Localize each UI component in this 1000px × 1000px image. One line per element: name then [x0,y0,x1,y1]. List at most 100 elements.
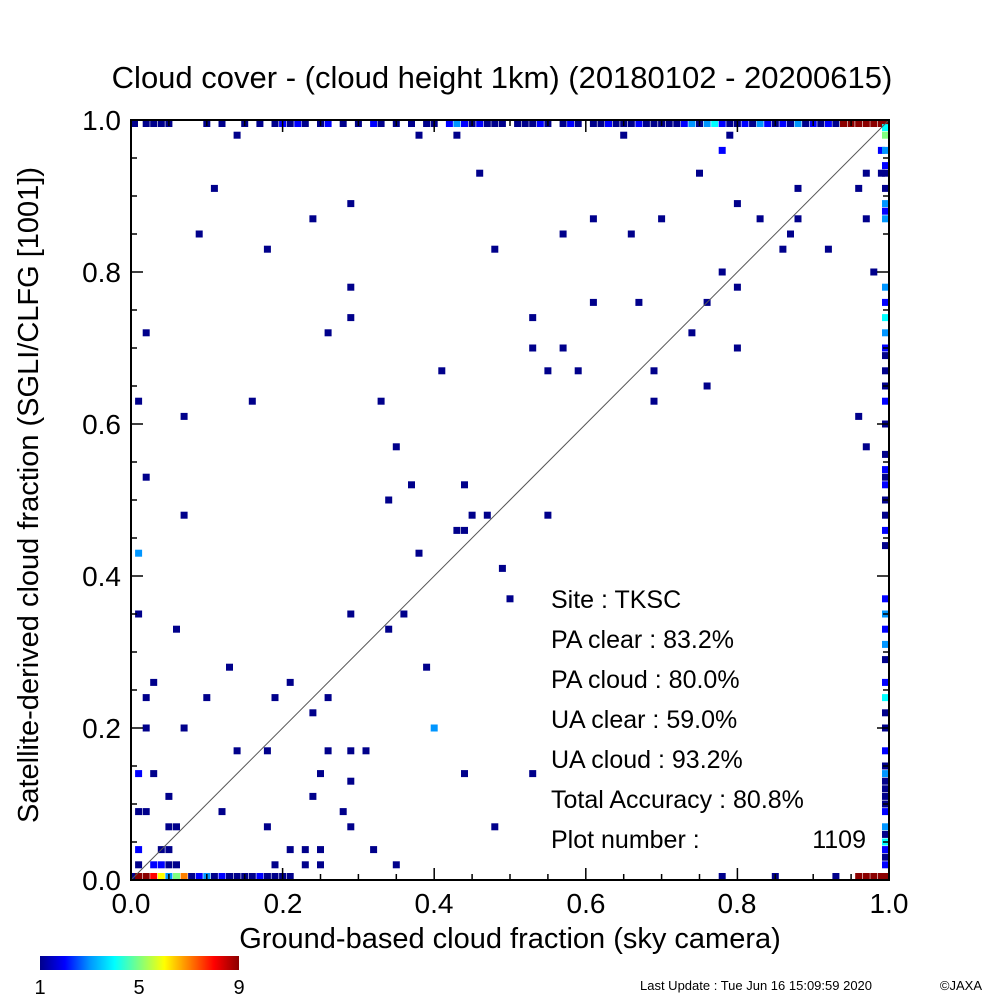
data-point [173,823,180,831]
right-edge-point [882,397,889,405]
bottom-edge-point [263,873,271,880]
data-point [347,777,355,785]
data-point [233,747,241,755]
right-edge-point [882,640,889,648]
right-edge-point [882,625,889,633]
stat-site: Site : TKSC [551,586,681,614]
data-point [870,268,878,276]
bottom-edge-point [862,873,870,880]
data-point [301,861,309,869]
right-edge-point [882,656,889,664]
data-point [362,747,370,755]
data-point [142,329,150,337]
data-point [620,131,628,139]
data-point [483,511,491,519]
data-point [135,770,143,778]
right-edge-point [882,169,889,177]
top-edge-point [286,120,294,127]
data-point [794,184,802,192]
top-edge-point [461,120,468,127]
top-edge-point [423,120,431,127]
data-point [248,397,256,405]
top-edge-point [673,120,681,127]
data-point [180,511,188,519]
data-point [271,861,279,869]
top-edge-point [536,120,544,127]
stat-ua-clear: UA clear : 59.0% [551,706,737,734]
top-edge-point [339,120,347,127]
chart-title: Cloud cover - (cloud height 1km) (201801… [112,60,893,95]
data-point [733,283,741,291]
data-point [650,397,658,405]
data-point [476,169,484,177]
top-edge-point [271,120,279,127]
data-point [218,808,226,816]
data-point [142,724,150,732]
data-point [286,678,294,686]
right-edge-point [882,823,889,831]
top-edge-point [703,120,711,127]
data-point [461,526,468,534]
data-point [150,861,158,869]
data-point [544,511,552,519]
right-edge-point [882,511,889,519]
right-edge-point [882,329,889,337]
data-point [165,861,173,869]
right-edge-point [882,678,889,686]
data-point [688,329,696,337]
data-point [347,200,355,208]
right-edge-point [882,846,889,854]
data-point [529,770,537,778]
top-edge-point [142,120,150,127]
top-edge-point [787,120,794,127]
y-tick-label: 0.2 [82,713,121,744]
data-point [718,146,726,154]
data-point [461,770,468,778]
bottom-edge-point [882,873,889,880]
top-edge-point [370,120,378,127]
data-point [498,564,506,572]
x-tick-label: 1.0 [870,888,909,919]
data-point [135,549,143,557]
data-point [195,230,203,238]
data-point [173,861,180,869]
right-edge-point [882,298,889,306]
data-point [589,215,597,223]
data-point [589,298,597,306]
top-edge-point [840,120,847,127]
bottom-edge-point [173,873,180,880]
top-edge-point [605,120,612,127]
data-point [370,846,378,854]
data-point [733,200,741,208]
top-edge-point [741,120,749,127]
top-edge-point [324,120,332,127]
right-edge-point [882,709,889,717]
colorbar [40,956,239,970]
top-edge-point [718,120,726,127]
data-point [574,367,582,375]
data-point [627,230,635,238]
x-tick-label: 0.2 [264,888,303,919]
data-point [385,625,393,633]
right-edge-point [882,542,889,550]
colorbar-label-min: 1 [34,977,45,999]
data-point [135,846,143,854]
top-edge-point [726,120,734,127]
data-point [309,792,317,800]
right-edge-point [882,367,889,375]
right-edge-point [882,694,889,702]
top-edge-point [862,120,870,127]
bottom-edge-point [195,873,203,880]
x-tick-label: 0.6 [567,888,606,919]
data-point [317,861,324,869]
data-point [461,481,468,489]
data-point [150,770,158,778]
top-edge-point [877,120,885,127]
data-point [559,344,567,352]
bottom-edge-point [218,873,226,880]
data-point [718,873,726,880]
data-point [347,314,355,322]
data-point [703,382,711,390]
top-edge-point [642,120,650,127]
